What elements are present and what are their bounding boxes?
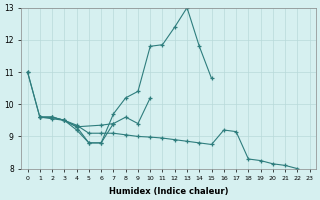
X-axis label: Humidex (Indice chaleur): Humidex (Indice chaleur) [109,187,228,196]
